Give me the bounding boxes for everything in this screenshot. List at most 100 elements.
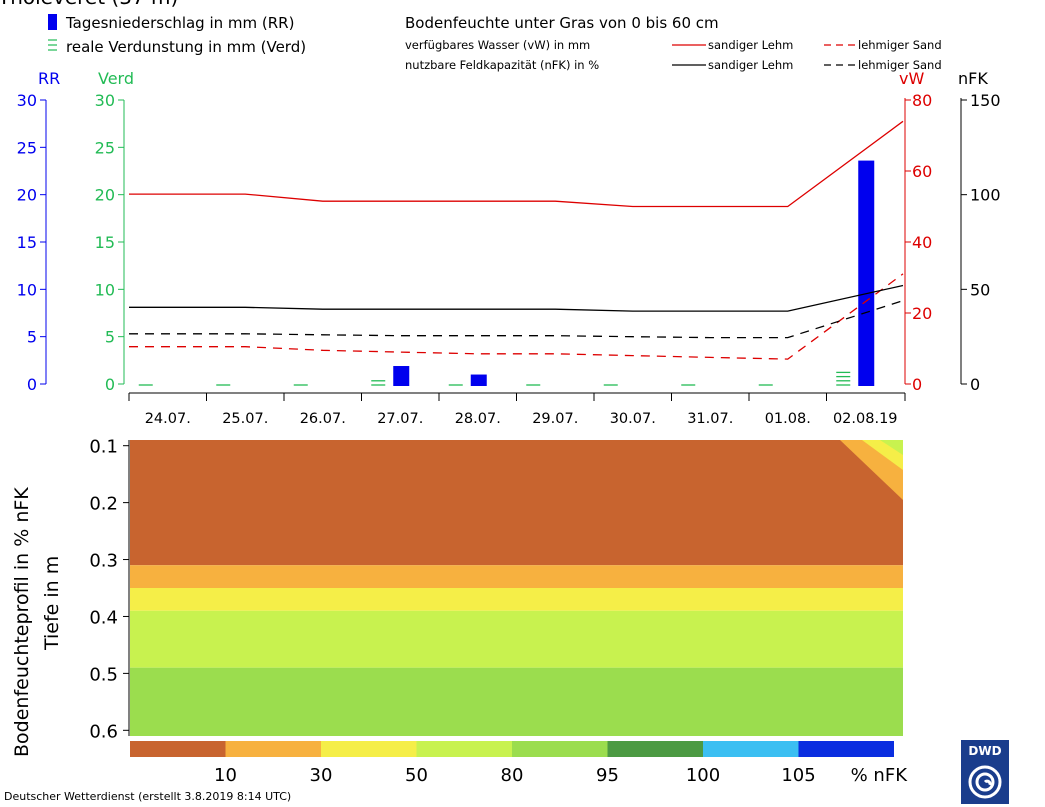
- nfk-sl-legend-label: sandiger Lehm: [708, 58, 793, 72]
- rr-tick-label: 5: [27, 328, 37, 347]
- moisture-band: [130, 440, 903, 566]
- profile-ylabel-2: Tiefe in m: [41, 556, 63, 651]
- verd-axis: 30 25 20 15 10 5 0: [95, 91, 125, 394]
- depth-tick-label: 0.3: [89, 551, 118, 572]
- depth-tick-label: 0.2: [89, 494, 118, 515]
- dwd-logo-text: DWD: [968, 744, 1001, 758]
- nfk-tick-label: 100: [970, 186, 1001, 205]
- vw-tick-label: 80: [912, 91, 932, 110]
- colorbar-label: 30: [310, 765, 333, 786]
- verd-tick-label: 0: [105, 375, 115, 394]
- verd-axis-title: Verd: [98, 69, 134, 88]
- rr-axis-title: RR: [38, 69, 60, 88]
- vw-tick-label: 20: [912, 304, 932, 323]
- evaporation-mark: [371, 380, 386, 386]
- nfk-tick-label: 0: [970, 375, 980, 394]
- vw-tick-label: 0: [912, 375, 922, 394]
- date-tick-label: 30.07.: [610, 411, 656, 427]
- nfk-tick-label: 50: [970, 280, 990, 299]
- colorbar-swatch: [703, 741, 799, 757]
- date-tick-label: 27.07.: [377, 411, 423, 427]
- line-nfk-lehmiger-sand: [129, 300, 904, 339]
- vw-sl-legend-label: sandiger Lehm: [708, 38, 793, 52]
- vw-legend-label: verfügbares Wasser (vW) in mm: [405, 38, 590, 52]
- colorbar-swatch: [225, 741, 321, 757]
- date-tick-label: 25.07.: [222, 411, 268, 427]
- colorbar-swatch: [607, 741, 703, 757]
- verd-tick-label: 15: [95, 233, 115, 252]
- date-tick-label: 31.07.: [687, 411, 733, 427]
- rr-legend-label: Tagesniederschlag in mm (RR): [65, 14, 294, 32]
- moisture-band: [130, 667, 903, 736]
- moisture-band: [130, 565, 903, 588]
- colorbar-swatch: [416, 741, 512, 757]
- precip-bar: [858, 160, 875, 386]
- depth-tick-label: 0.1: [89, 437, 118, 458]
- date-tick-label: 29.07.: [532, 411, 578, 427]
- vw-tick-label: 60: [912, 162, 932, 181]
- colorbar-label: 95: [596, 765, 619, 786]
- colorbar-swatch: [798, 741, 894, 757]
- rr-tick-label: 0: [27, 375, 37, 394]
- soil-water-lines: [129, 120, 904, 360]
- soil-moisture-profile: [130, 440, 903, 736]
- colorbar-swatch: [512, 741, 608, 757]
- date-tick-label: 28.07.: [455, 411, 501, 427]
- precip-bar: [393, 366, 410, 386]
- verd-tick-label: 10: [95, 280, 115, 299]
- date-axis: 24.07. 25.07. 26.07. 27.07. 28.07. 29.07. 30.0…: [128, 392, 906, 427]
- date-tick-label: 24.07.: [145, 411, 191, 427]
- nfk-legend-label: nutzbare Feldkapazität (nFK) in %: [405, 58, 599, 72]
- rr-tick-label: 30: [17, 91, 37, 110]
- verd-tick-label: 5: [105, 328, 115, 347]
- colorbar-label: 10: [214, 765, 237, 786]
- vw-ls-legend-label: lehmiger Sand: [858, 38, 942, 52]
- depth-tick-label: 0.6: [89, 721, 118, 742]
- colorbar-label: 100: [686, 765, 720, 786]
- legend-title: Bodenfeuchte unter Gras von 0 bis 60 cm: [405, 14, 719, 32]
- rr-tick-label: 25: [17, 138, 37, 157]
- line-vw-sandiger-lehm: [129, 120, 904, 208]
- depth-axis: 0.1 0.2 0.3 0.4 0.5 0.6: [89, 437, 130, 742]
- station-title: Tholeveret (37 m): [0, 0, 178, 9]
- nfk-tick-label: 150: [970, 91, 1001, 110]
- nfk-ls-legend-label: lehmiger Sand: [858, 58, 942, 72]
- colorbar-label: 80: [501, 765, 524, 786]
- precip-bar: [470, 374, 487, 386]
- colorbar-swatch: [130, 741, 226, 757]
- verd-tick-label: 30: [95, 91, 115, 110]
- verd-tick-label: 25: [95, 138, 115, 157]
- colorbar-label: 50: [405, 765, 428, 786]
- rr-tick-label: 15: [17, 233, 37, 252]
- rr-tick-label: 10: [17, 280, 37, 299]
- evaporation-marks: [138, 371, 851, 386]
- vw-tick-label: 40: [912, 233, 932, 252]
- rr-tick-label: 20: [17, 186, 37, 205]
- rr-legend-swatch: [48, 14, 57, 30]
- depth-tick-label: 0.4: [89, 607, 118, 628]
- colorbar-label: % nFK: [851, 765, 909, 786]
- profile-ylabel: Bodenfeuchteprofil in % nFK Tiefe in m: [11, 487, 63, 757]
- depth-tick-label: 0.5: [89, 664, 118, 685]
- vw-axis-title: vW: [899, 69, 924, 88]
- profile-ylabel-1: Bodenfeuchteprofil in % nFK: [11, 487, 33, 757]
- colorbar-swatch: [321, 741, 417, 757]
- moisture-band: [130, 588, 903, 611]
- line-vw-lehmiger-sand: [129, 273, 904, 360]
- verd-legend-label: reale Verdunstung in mm (Verd): [66, 38, 306, 56]
- moisture-corner: [880, 440, 903, 455]
- date-tick-label: 02.08.19: [833, 411, 898, 427]
- moisture-band: [130, 610, 903, 668]
- colorbar-label: 105: [781, 765, 815, 786]
- verd-legend-swatch: [48, 39, 57, 51]
- precipitation-bars: [393, 160, 875, 386]
- date-tick-label: 01.08.: [765, 411, 811, 427]
- nfk-axis-title: nFK: [958, 69, 988, 88]
- dwd-logo: DWD: [961, 740, 1009, 804]
- rr-axis: 30 25 20 15 10 5 0: [17, 91, 47, 394]
- verd-tick-label: 20: [95, 186, 115, 205]
- vw-axis: 80 60 40 20 0: [904, 91, 932, 394]
- credit-text: Deutscher Wetterdienst (erstellt 3.8.201…: [4, 790, 291, 803]
- line-nfk-sandiger-lehm: [129, 284, 904, 312]
